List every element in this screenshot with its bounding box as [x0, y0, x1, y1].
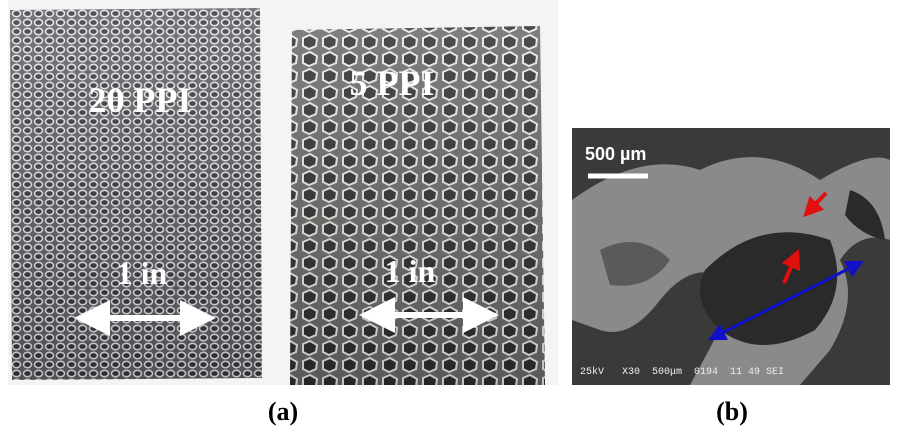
panel-label: (b) [716, 397, 748, 426]
sample-label: 20 PPI [89, 80, 192, 120]
panel-label: (a) [268, 397, 298, 426]
sample-label: 5 PPI [350, 63, 435, 103]
body: 20 PPI 5 PPI 1 in 1 in 500 µm 25kV X30 5… [0, 0, 906, 438]
scale-label: 1 in [385, 253, 436, 289]
page: {"panel_a": {"label": "(a)", "samples": … [0, 0, 906, 438]
figure: 20 PPI 5 PPI 1 in 1 in 500 µm 25kV X30 5… [0, 0, 906, 438]
foam-shade [10, 8, 262, 380]
sem-footer: 25kV X30 500μm 0194 11 49 SEI [580, 366, 784, 378]
scale-label: 1 in [117, 255, 168, 291]
scale-bar-label: 500 µm [585, 144, 646, 164]
